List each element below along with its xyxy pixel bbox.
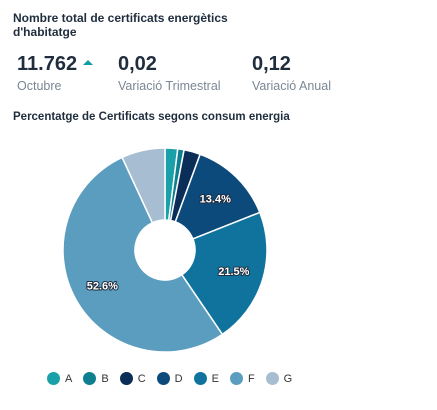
- slice-g[interactable]: [121, 147, 166, 224]
- kpi-annual-label: Variació Anual: [252, 79, 331, 93]
- legend-swatch: [265, 372, 279, 385]
- data-label-f: 52.6%: [87, 280, 118, 292]
- header-title: Nombre total de certificats energètics d…: [13, 11, 228, 39]
- legend-label: G: [283, 372, 293, 385]
- legend-label: D: [174, 372, 183, 385]
- slice-e[interactable]: [180, 211, 268, 336]
- legend-swatch: [193, 372, 207, 385]
- chart-title: Percentatge de Certificats segons consum…: [13, 111, 290, 123]
- legend-label: C: [137, 372, 146, 385]
- legend-swatch: [229, 372, 243, 385]
- legend-swatch: [83, 372, 97, 385]
- legend-item-d[interactable]: D: [156, 372, 183, 385]
- legend-label: A: [65, 372, 73, 385]
- data-label-e: 21.5%: [218, 266, 249, 278]
- kpi-total-value: 11.762: [17, 53, 78, 75]
- legend-label: E: [211, 372, 219, 385]
- legend-item-c[interactable]: C: [119, 372, 146, 385]
- data-label-d: 13.4%: [200, 193, 231, 205]
- legend-label: F: [247, 372, 255, 385]
- slice-d[interactable]: [174, 153, 261, 240]
- donut-chart: 13.4% 21.5% 52.6%: [62, 147, 268, 353]
- chart-legend: A B C D E F G: [47, 372, 303, 385]
- kpi-quarterly-value: 0,02: [118, 53, 157, 75]
- kpi-annual: 0,12 Variació Anual: [252, 52, 331, 94]
- legend-item-e[interactable]: E: [193, 372, 219, 385]
- legend-item-g[interactable]: G: [265, 372, 293, 385]
- kpi-quarterly-label: Variació Trimestral: [118, 79, 221, 93]
- kpi-quarterly: 0,02 Variació Trimestral: [118, 52, 221, 94]
- kpi-total: 11.762 Octubre: [17, 52, 94, 94]
- slice-f[interactable]: [62, 156, 224, 353]
- trend-up-icon: [83, 59, 94, 65]
- legend-swatch: [47, 372, 60, 385]
- kpi-annual-value: 0,12: [252, 53, 291, 75]
- legend-item-f[interactable]: F: [229, 372, 255, 385]
- legend-item-a[interactable]: A: [47, 372, 72, 385]
- kpi-total-label: Octubre: [17, 79, 62, 93]
- legend-label: B: [101, 372, 109, 385]
- legend-swatch: [119, 372, 133, 385]
- legend-item-b[interactable]: B: [83, 372, 109, 385]
- legend-swatch: [156, 372, 170, 385]
